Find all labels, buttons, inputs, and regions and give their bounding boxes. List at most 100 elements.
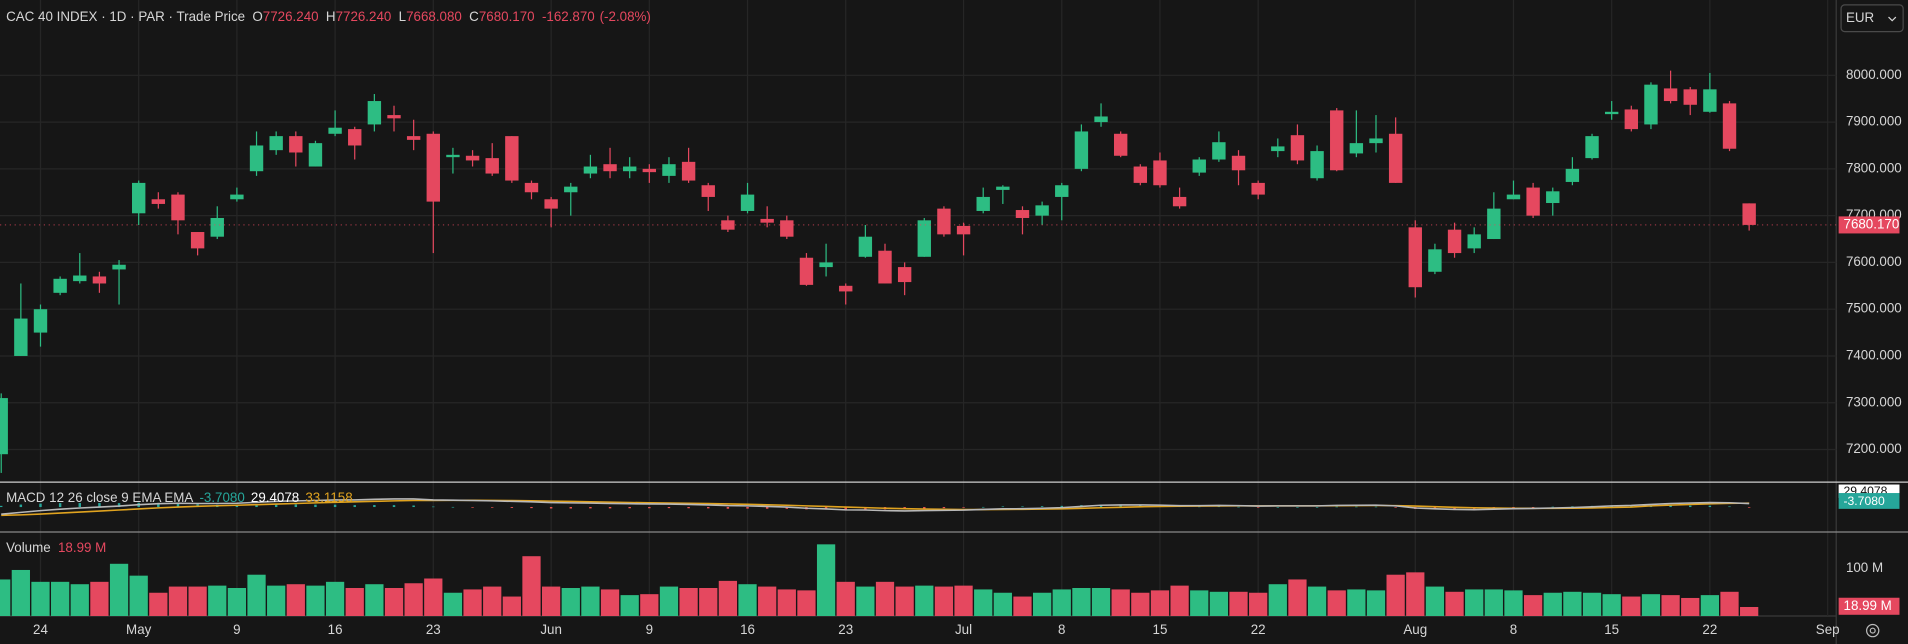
- x-tick-label: 8: [1510, 622, 1517, 637]
- candle-body: [1113, 133, 1128, 156]
- candle-body: [1330, 110, 1344, 171]
- candle-body: [740, 194, 755, 211]
- candle-body: [1192, 159, 1206, 173]
- volume-bar: [109, 563, 129, 616]
- macd-histogram-bar: [1276, 507, 1280, 508]
- volume-bar: [443, 592, 463, 616]
- volume-bar: [974, 589, 993, 616]
- macd-histogram-bar: [589, 507, 592, 509]
- macd-histogram-bar: [687, 507, 690, 509]
- volume-bar: [1563, 591, 1582, 616]
- volume-bar: [404, 583, 423, 616]
- macd-histogram-bar: [923, 507, 926, 509]
- candle-body: [1271, 146, 1285, 152]
- candle-body: [1055, 185, 1069, 197]
- macd-histogram-bar: [1453, 507, 1456, 510]
- settings-icon[interactable]: [1866, 623, 1880, 638]
- x-tick-label: 24: [33, 622, 48, 637]
- candle-body: [1388, 133, 1403, 183]
- volume-bar: [1013, 596, 1032, 616]
- volume-bar: [777, 589, 796, 616]
- macd-histogram-bar: [373, 505, 376, 508]
- macd-histogram-bar: [608, 507, 612, 509]
- macd-histogram-bar: [117, 503, 121, 508]
- volume-bar: [70, 584, 89, 616]
- volume-bar: [1406, 572, 1425, 616]
- histogram-value-box: [1838, 493, 1900, 509]
- macd-histogram-bar: [353, 505, 356, 508]
- candle-body: [1585, 136, 1599, 159]
- candle-body: [1565, 168, 1580, 182]
- macd-histogram-bar: [78, 503, 81, 508]
- x-tick-label: 15: [1604, 622, 1619, 637]
- macd-histogram-bar: [1040, 506, 1044, 508]
- volume-bar: [463, 589, 482, 616]
- volume-bar: [816, 544, 836, 616]
- volume-legend: Volume 18.99 M: [6, 539, 106, 554]
- volume-bar: [129, 575, 148, 616]
- candle-body: [799, 257, 814, 285]
- last-price-label: 7680.170: [1844, 216, 1900, 231]
- volume-bar: [1190, 590, 1209, 616]
- candle-body: [1722, 103, 1737, 149]
- x-tick-label: 9: [233, 622, 240, 637]
- volume-bar: [1249, 592, 1268, 616]
- macd-histogram-bar: [274, 504, 278, 508]
- candle-body: [897, 267, 912, 283]
- currency-button-frame[interactable]: [1840, 4, 1904, 33]
- currency-label[interactable]: EUR: [1846, 10, 1875, 25]
- macd-histogram-bar: [1335, 506, 1338, 508]
- macd-histogram-bar: [1119, 504, 1122, 508]
- x-tick-label: 8: [1058, 622, 1065, 637]
- macd-histogram-bar: [569, 507, 572, 509]
- macd-histogram-bar: [648, 507, 651, 509]
- volume-bar: [1582, 592, 1602, 616]
- candle-body: [603, 164, 617, 172]
- candle-body: [1742, 203, 1756, 225]
- y-tick-label: 8000.000: [1846, 67, 1902, 82]
- x-tick-label: Aug: [1403, 622, 1427, 637]
- x-tick-label: Sep: [1816, 622, 1840, 637]
- macd-histogram-bar: [1060, 505, 1063, 508]
- macd-histogram-bar: [765, 507, 769, 509]
- macd-histogram-bar: [981, 506, 985, 508]
- candle-body: [1428, 249, 1442, 272]
- volume-bar: [1052, 589, 1071, 616]
- volume-bar: [640, 594, 659, 616]
- candle-body: [289, 136, 303, 153]
- volume-bar: [797, 590, 816, 616]
- volume-bar: [1622, 596, 1641, 616]
- signal-value: 33.1158: [305, 489, 352, 504]
- volume-bar: [1229, 591, 1248, 616]
- macd-histogram-bar: [1512, 507, 1515, 508]
- volume-bar: [1150, 590, 1170, 616]
- candle-body: [564, 186, 578, 193]
- macd-histogram-bar: [1296, 507, 1299, 508]
- currency-button[interactable]: EUR: [1840, 4, 1904, 33]
- candle-body: [839, 285, 853, 292]
- macd-histogram-bar: [510, 507, 514, 508]
- macd-histogram-bar: [1237, 506, 1240, 508]
- macd-histogram-bar: [1315, 507, 1319, 508]
- volume-bar: [1425, 586, 1445, 616]
- macd-histogram-bar: [157, 502, 160, 508]
- volume-value-box: [1838, 597, 1900, 615]
- settings-button[interactable]: [1866, 623, 1880, 638]
- candle-body: [956, 225, 971, 235]
- candle-body: [917, 220, 931, 257]
- candle-body: [367, 101, 382, 125]
- volume-bar: [1111, 589, 1130, 616]
- volume-bar: [227, 588, 247, 616]
- candle-body: [1310, 151, 1324, 179]
- macd-histogram-bar: [1394, 507, 1397, 508]
- volume-bar: [483, 586, 502, 616]
- y-tick-label: 7600.000: [1846, 254, 1902, 269]
- candle-body: [1703, 89, 1717, 112]
- macd-title: MACD 12 26 close 9 EMA EMA: [6, 489, 193, 504]
- candle-body: [387, 115, 401, 119]
- volume-bar: [1602, 594, 1621, 616]
- volume-bar: [1661, 595, 1680, 616]
- macd-histogram-bar: [176, 503, 180, 508]
- volume-bar: [1543, 592, 1562, 616]
